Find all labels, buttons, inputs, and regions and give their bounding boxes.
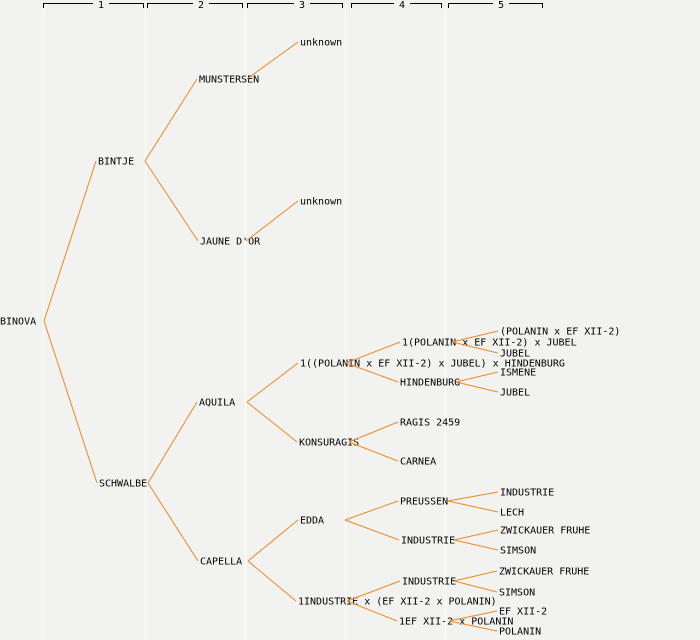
node-label-zwickauer1: ZWICKAUER FRUHE xyxy=(500,526,590,537)
node-label-n3a: 1((POLANIN x EF XII-2) x JUBEL) x HINDEN… xyxy=(300,359,565,370)
pedigree-edge xyxy=(453,539,499,551)
pedigree-edge xyxy=(447,491,499,502)
pedigree-edge xyxy=(246,362,299,403)
pedigree-edge xyxy=(246,401,298,443)
node-label-binova: BINOVA xyxy=(0,317,36,328)
node-label-jaunedor: JAUNE D'OR xyxy=(200,237,261,248)
pedigree-edge xyxy=(247,519,299,562)
node-label-capella: CAPELLA xyxy=(200,557,242,568)
node-label-schwalbe: SCHWALBE xyxy=(99,479,147,490)
column-header-number-bg xyxy=(93,0,109,9)
node-label-konsuragis: KONSURAGIS xyxy=(299,438,359,449)
pedigree-edge xyxy=(448,610,498,622)
pedigree-edge xyxy=(448,620,498,632)
node-label-edda: EDDA xyxy=(300,516,324,527)
pedigree-edge xyxy=(147,482,199,562)
node-label-ismene: ISMENE xyxy=(500,368,536,379)
pedigree-edge xyxy=(451,330,499,343)
node-label-simson1: SIMSON xyxy=(500,546,536,557)
pedigree-edge xyxy=(348,441,399,462)
pedigree-edge xyxy=(453,529,499,541)
node-label-ragis2459: RAGIS 2459 xyxy=(400,418,460,429)
pedigree-edge xyxy=(345,341,401,364)
column-header-number: 2 xyxy=(198,0,204,11)
column-header-number-bg xyxy=(493,0,509,9)
column-header-number: 5 xyxy=(498,0,504,11)
pedigree-edge xyxy=(247,560,297,602)
node-label-carnea: CARNEA xyxy=(400,457,436,468)
node-label-industrie5: INDUSTRIE xyxy=(500,488,554,499)
pedigree-edge xyxy=(144,78,198,162)
pedigree-edge xyxy=(453,570,498,582)
pedigree-edge xyxy=(345,362,399,383)
column-header-number: 1 xyxy=(98,0,104,11)
pedigree-edge xyxy=(43,160,97,322)
node-label-preussen: PREUSSEN xyxy=(400,497,448,508)
pedigree-edge xyxy=(346,600,398,622)
pedigree-edge xyxy=(451,341,499,354)
node-label-jubel2: JUBEL xyxy=(500,388,530,399)
pedigree-edge xyxy=(447,500,499,513)
column-header-number-bg xyxy=(394,0,410,9)
node-label-polanin: POLANIN xyxy=(499,627,541,638)
pedigree-edge xyxy=(144,160,199,242)
node-label-n3c: 1INDUSTRIE x (EF XII-2 x POLANIN) xyxy=(298,597,497,608)
node-label-industrie4a: INDUSTRIE xyxy=(401,536,455,547)
pedigree-edge xyxy=(455,371,499,383)
pedigree-edge xyxy=(453,580,498,593)
node-label-polxef: (POLANIN x EF XII-2) xyxy=(500,327,620,338)
node-label-hindenburg: HINDENBURG xyxy=(400,378,460,389)
node-label-zwickauer2: ZWICKAUER FRUHE xyxy=(499,567,589,578)
node-label-lech: LECH xyxy=(500,508,524,519)
node-label-unknown1: unknown xyxy=(300,38,342,49)
column-header-number: 4 xyxy=(399,0,405,11)
column-header-number: 3 xyxy=(299,0,305,11)
node-label-aquila: AQUILA xyxy=(199,398,235,409)
node-label-efxii2: EF XII-2 xyxy=(499,607,547,618)
node-label-simson2: SIMSON xyxy=(499,588,535,599)
pedigree-edge xyxy=(344,500,399,521)
pedigree-edge xyxy=(346,580,401,602)
pedigree-edge xyxy=(245,200,299,242)
pedigree-edge xyxy=(348,421,399,443)
column-header-number-bg xyxy=(193,0,209,9)
node-label-jubel1: JUBEL xyxy=(500,349,530,360)
pedigree-edge xyxy=(344,519,400,541)
node-label-n4a: 1(POLANIN x EF XII-2) x JUBEL xyxy=(402,338,577,349)
pedigree-edge xyxy=(147,401,198,484)
node-label-bintje: BINTJE xyxy=(98,157,134,168)
node-label-unknown2: unknown xyxy=(300,197,342,208)
node-label-munstersen: MUNSTERSEN xyxy=(199,75,259,86)
pedigree-edge xyxy=(43,320,98,484)
pedigree-edge xyxy=(455,381,499,393)
node-label-industrie4b: INDUSTRIE xyxy=(402,577,456,588)
column-header-number-bg xyxy=(294,0,310,9)
pedigree-edge xyxy=(246,41,299,80)
